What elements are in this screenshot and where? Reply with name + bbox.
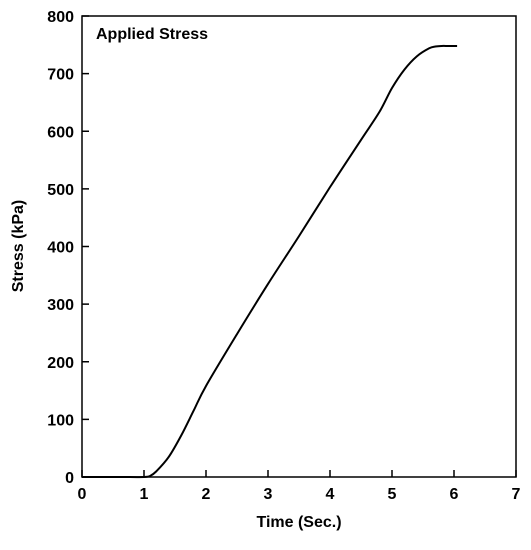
x-tick-label: 7 [512, 486, 521, 503]
y-tick-label: 500 [47, 182, 74, 199]
y-tick-label: 0 [65, 470, 74, 487]
x-axis-ticks: 0 1 2 3 4 5 6 7 [78, 470, 521, 503]
x-tick-label: 0 [78, 486, 87, 503]
y-tick-label: 300 [47, 297, 74, 314]
y-axis-ticks: 0 100 200 300 400 500 600 700 800 [47, 9, 89, 487]
x-tick-label: 5 [388, 486, 397, 503]
y-tick-label: 100 [47, 412, 74, 429]
x-tick-label: 3 [264, 486, 273, 503]
x-tick-label: 4 [326, 486, 335, 503]
y-tick-label: 600 [47, 124, 74, 141]
plot-area [81, 15, 517, 478]
x-axis-label: Time (Sec.) [256, 514, 341, 531]
x-tick-label: 6 [450, 486, 459, 503]
series-line [82, 44, 458, 479]
y-tick-label: 800 [47, 9, 74, 26]
y-tick-label: 400 [47, 240, 74, 257]
x-tick-label: 2 [202, 486, 211, 503]
x-tick-label: 1 [140, 486, 149, 503]
y-tick-label: 700 [47, 67, 74, 84]
y-axis-label: Stress (kPa) [10, 200, 27, 293]
annotation-label: Applied Stress [96, 26, 208, 43]
y-tick-label: 200 [47, 355, 74, 372]
